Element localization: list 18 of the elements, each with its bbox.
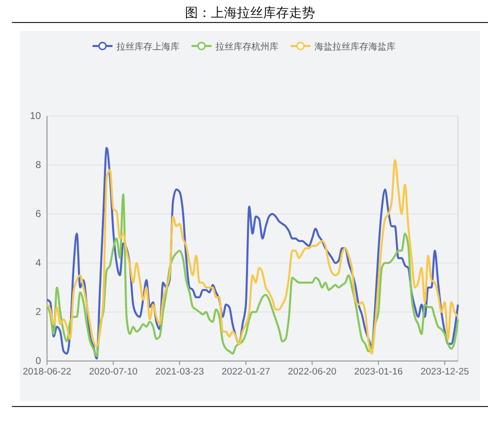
x-tick-label: 2022-01-27: [222, 366, 270, 378]
y-tick-label: 6: [35, 209, 42, 220]
x-tick-label: 2020-07-10: [88, 366, 138, 378]
legend-label: 拉丝库存杭州库: [216, 42, 278, 52]
y-tick-label: 4: [35, 258, 42, 270]
y-tick-label: 8: [35, 160, 42, 172]
y-tick-label: 0: [35, 356, 42, 368]
x-tick-label: 2021-03-23: [155, 366, 204, 378]
x-tick-label: 2022-06-20: [288, 366, 336, 378]
x-tick-label: 2018-06-22: [22, 366, 72, 378]
y-tick-label: 2: [35, 307, 42, 318]
y-tick-label: 10: [30, 111, 42, 122]
legend-label: 拉丝库存上海库: [116, 42, 180, 52]
x-tick-label: 2023-01-16: [354, 366, 403, 378]
legend-label: 海盐拉丝库存海盐库: [314, 42, 396, 52]
x-tick-label: 2023-12-25: [420, 366, 470, 378]
chart-title: 图：上海拉丝库存走势: [185, 6, 315, 21]
line-series: [46, 193, 459, 358]
